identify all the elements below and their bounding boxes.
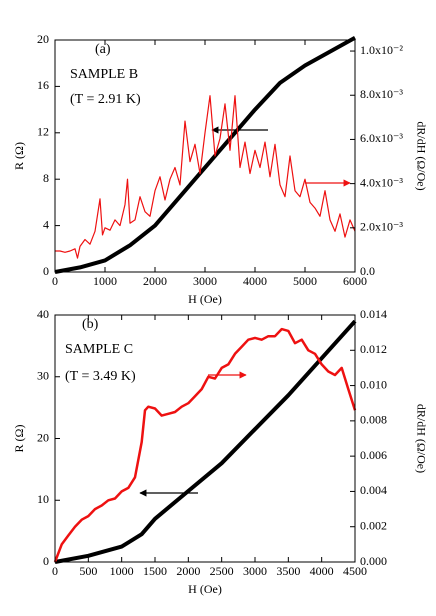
- x-tick-label: 0: [52, 564, 58, 578]
- y-tick-label: 16: [37, 78, 49, 92]
- y2-tick-label: 0.000: [360, 554, 387, 568]
- y2-tick-label: 6.0x10⁻³: [360, 131, 403, 145]
- data-line: [53, 327, 357, 563]
- y2-tick-label: 0.004: [360, 483, 387, 497]
- panel-label: (b): [82, 317, 99, 332]
- y2-tick-label: 0.008: [360, 413, 387, 427]
- x-tick-label: 2000: [176, 564, 200, 578]
- y-tick-label: 12: [37, 125, 49, 139]
- y-axis-label: R (Ω): [12, 425, 26, 453]
- x-axis-label: H (Oe): [188, 582, 222, 596]
- y2-tick-label: 2.0x10⁻³: [360, 220, 403, 234]
- x-axis-label: H (Oe): [188, 292, 222, 306]
- temperature-label: (T = 2.91 K): [70, 92, 141, 107]
- temperature-label: (T = 3.49 K): [65, 369, 136, 384]
- y-tick-label: 0: [43, 264, 49, 278]
- data-line: [55, 95, 356, 259]
- y2-tick-label: 0.014: [360, 307, 387, 321]
- x-tick-label: 0: [52, 274, 58, 288]
- y2-tick-label: 8.0x10⁻³: [360, 87, 403, 101]
- y2-tick-label: 0.0: [360, 264, 375, 278]
- x-tick-label: 6000: [343, 274, 367, 288]
- x-tick-label: 5000: [293, 274, 317, 288]
- y-tick-label: 8: [43, 171, 49, 185]
- y2-tick-label: 0.012: [360, 342, 387, 356]
- y-tick-label: 10: [37, 492, 49, 506]
- x-tick-label: 1000: [110, 564, 134, 578]
- y2-tick-label: 0.006: [360, 448, 387, 462]
- x-tick-label: 500: [79, 564, 97, 578]
- x-tick-label: 1000: [93, 274, 117, 288]
- x-tick-label: 4000: [310, 564, 334, 578]
- x-tick-label: 3000: [193, 274, 217, 288]
- y-axis-label: R (Ω): [12, 142, 26, 170]
- sample-label: SAMPLE C: [65, 342, 133, 357]
- y-tick-label: 40: [37, 307, 49, 321]
- y2-tick-label: 0.010: [360, 377, 387, 391]
- x-tick-label: 3000: [243, 564, 267, 578]
- x-tick-label: 2500: [210, 564, 234, 578]
- y-tick-label: 0: [43, 554, 49, 568]
- data-line: [54, 319, 357, 564]
- x-tick-label: 2000: [143, 274, 167, 288]
- y-tick-label: 30: [37, 369, 49, 383]
- y-tick-label: 4: [43, 217, 49, 231]
- x-tick-label: 4500: [343, 564, 367, 578]
- x-tick-label: 1500: [143, 564, 167, 578]
- data-line: [54, 35, 356, 274]
- y-tick-label: 20: [37, 430, 49, 444]
- x-tick-label: 3500: [276, 564, 300, 578]
- sample-label: SAMPLE B: [70, 67, 138, 82]
- x-tick-label: 4000: [243, 274, 267, 288]
- y-tick-label: 20: [37, 32, 49, 46]
- panel-label: (a): [95, 42, 111, 57]
- y2-axis-label: dR/dH (Ω/Oe): [414, 404, 428, 473]
- y2-axis-label: dR/dH (Ω/Oe): [414, 121, 428, 190]
- y2-tick-label: 0.002: [360, 518, 387, 532]
- y2-tick-label: 1.0x10⁻²: [360, 43, 403, 57]
- y2-tick-label: 4.0x10⁻³: [360, 175, 403, 189]
